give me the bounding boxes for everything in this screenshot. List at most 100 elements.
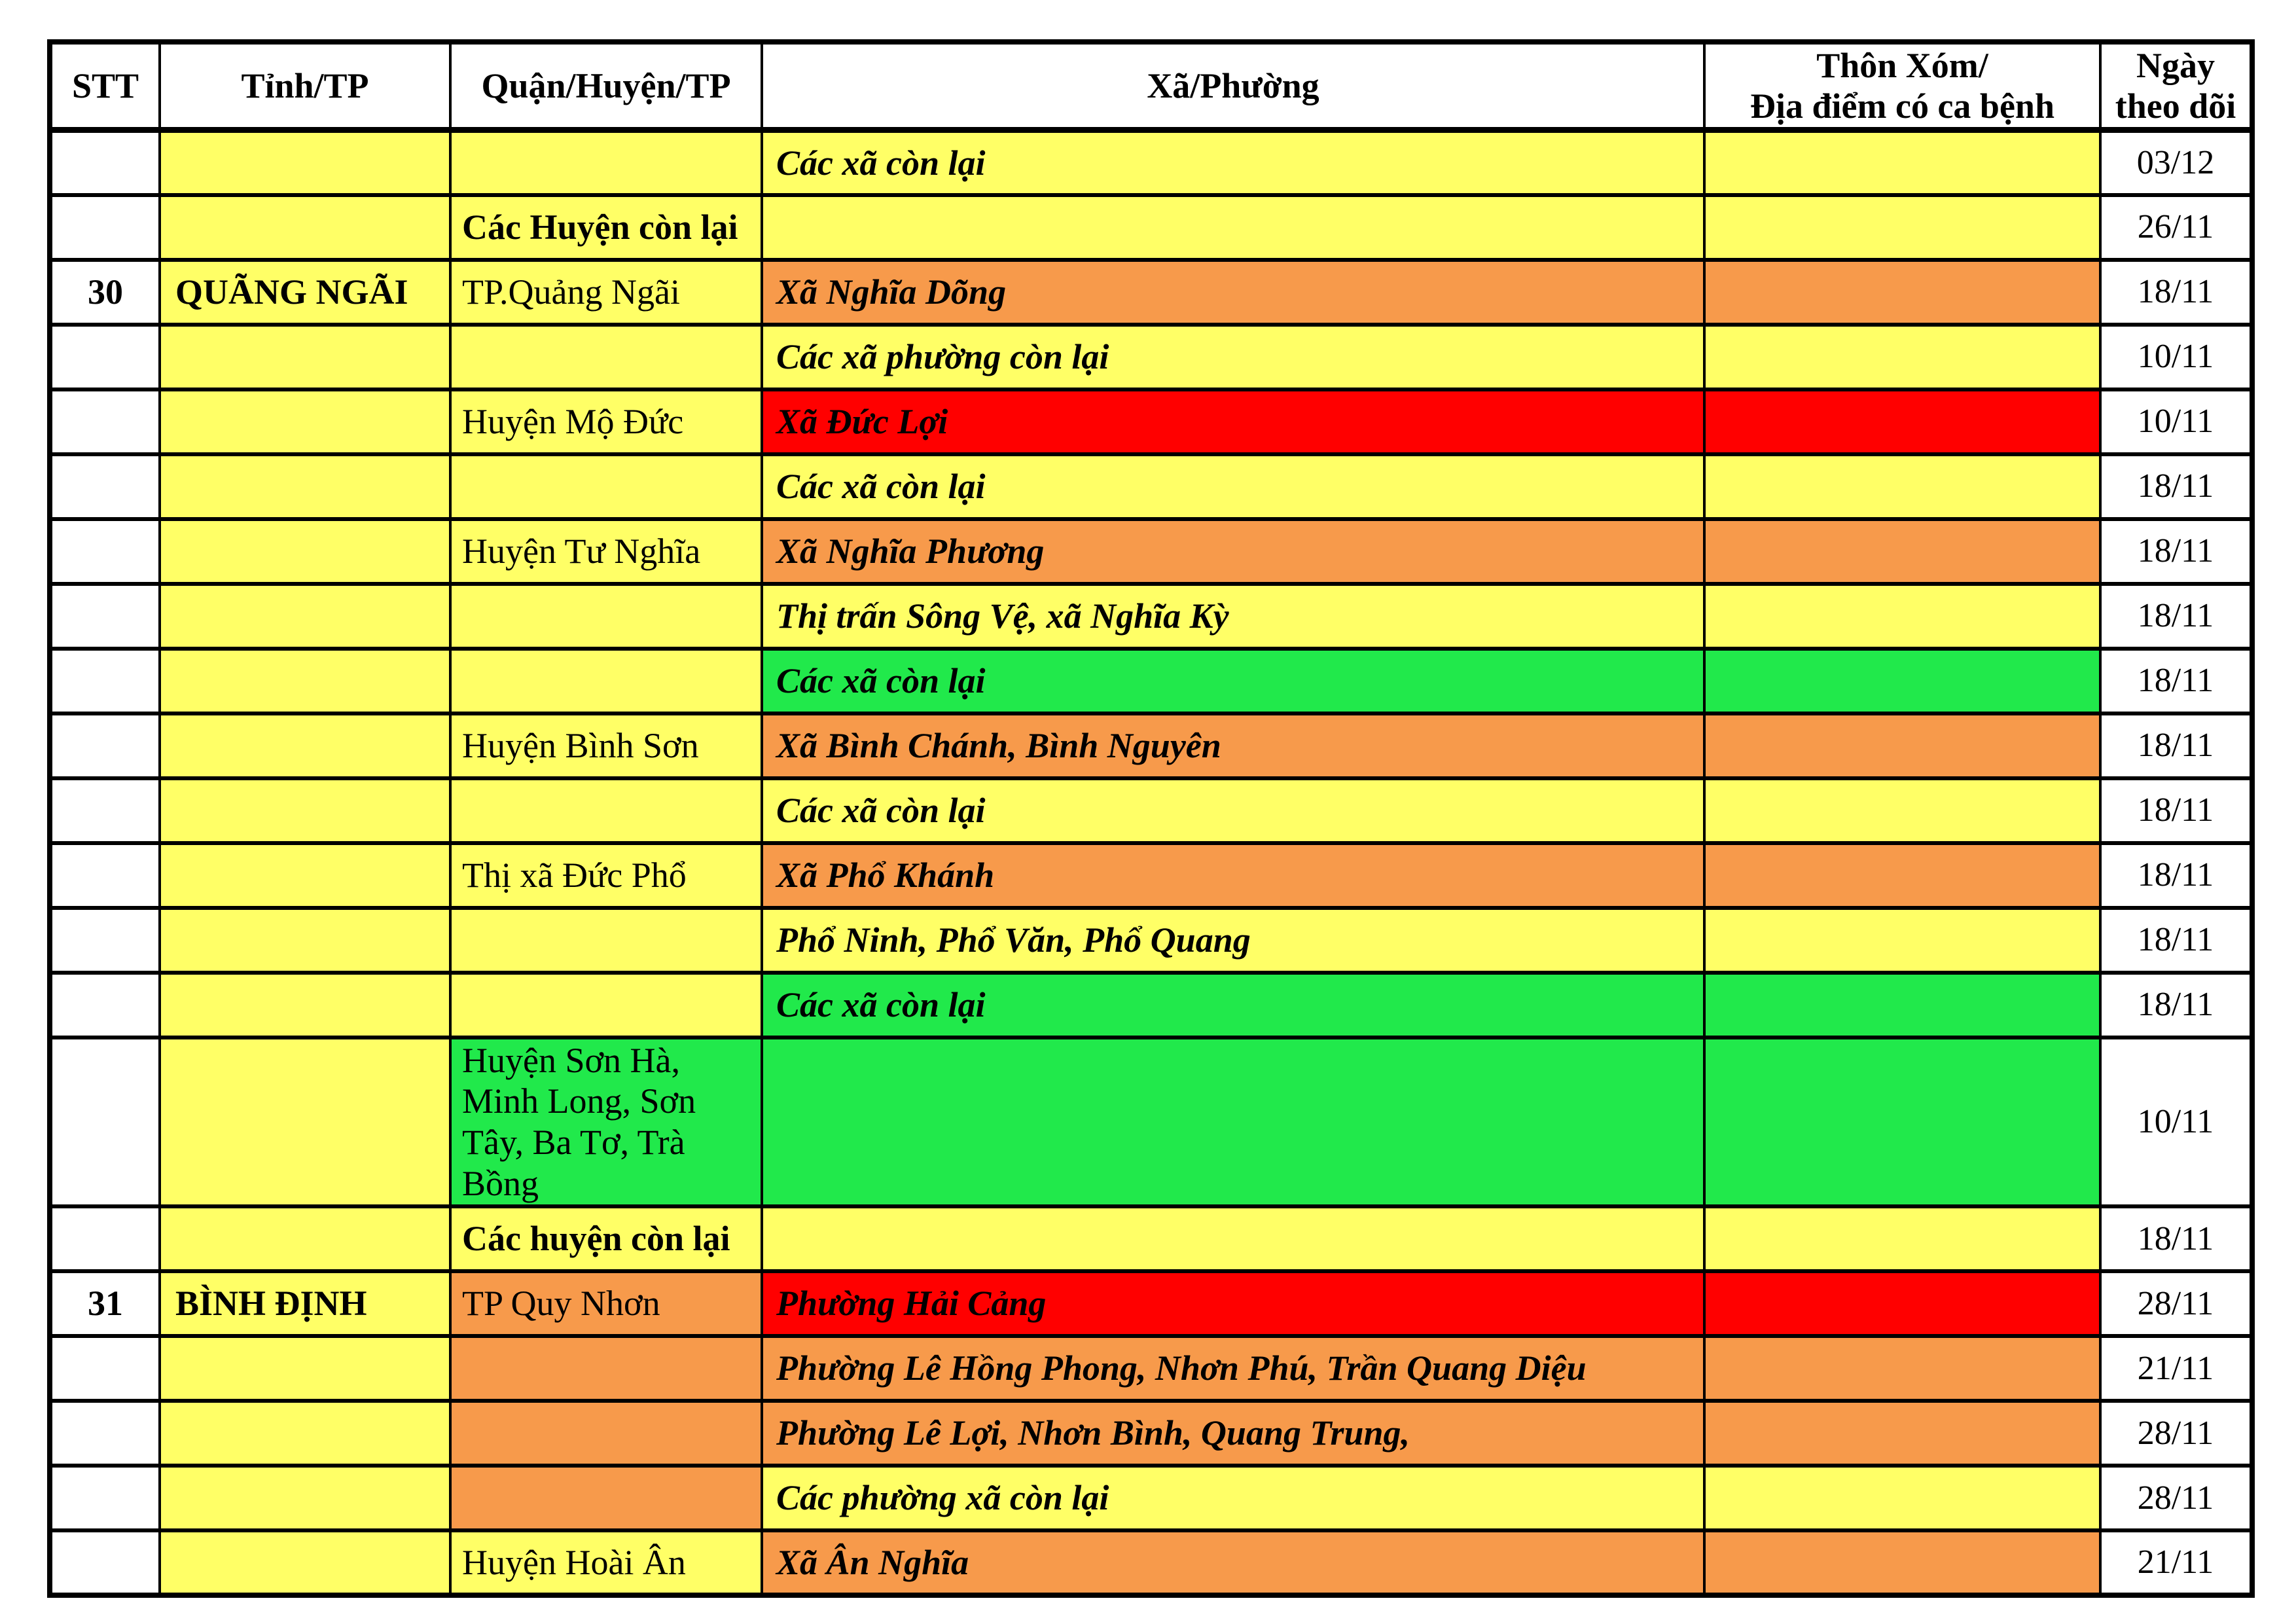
date-cell: 28/11 (2099, 1464, 2253, 1533)
ward-cell: Xã Nghĩa Dõng (761, 257, 1706, 327)
district-cell (449, 905, 763, 975)
table-row: Thị trấn Sông Vệ, xã Nghĩa Kỳ 18/11 (48, 581, 2253, 651)
hamlet-cell (1703, 840, 2102, 910)
table-row: Huyện Tư Nghĩa Xã Nghĩa Phương 18/11 (48, 516, 2253, 586)
table-row: Các phường xã còn lại 28/11 (48, 1464, 2253, 1533)
header-date: Ngày theo dõi (2099, 40, 2253, 134)
province-cell (158, 1204, 452, 1274)
district-cell (449, 1399, 763, 1468)
date-cell: 18/11 (2099, 970, 2253, 1039)
district-cell (449, 322, 763, 391)
province-cell (158, 970, 452, 1039)
stt-cell: 31 (48, 1269, 161, 1339)
table-row: Các huyện còn lại 18/11 (48, 1204, 2253, 1274)
stt-cell (48, 1334, 161, 1403)
table-row: Phường Lê Hồng Phong, Nhơn Phú, Trần Qua… (48, 1334, 2253, 1403)
province-cell: QUÃNG NGÃI (158, 257, 452, 327)
date-cell: 26/11 (2099, 192, 2253, 262)
table-row: Các xã còn lại 18/11 (48, 646, 2253, 715)
ward-cell: Xã Bình Chánh, Bình Nguyên (761, 711, 1706, 780)
table-row: Thị xã Đức Phổ Xã Phổ Khánh 18/11 (48, 840, 2253, 910)
date-cell: 18/11 (2099, 776, 2253, 845)
hamlet-cell (1703, 711, 2102, 780)
hamlet-cell (1703, 1204, 2102, 1274)
stt-cell (48, 387, 161, 456)
district-cell (449, 581, 763, 651)
province-cell (158, 387, 452, 456)
date-cell: 18/11 (2099, 646, 2253, 715)
province-cell (158, 516, 452, 586)
ward-cell: Các xã phường còn lại (761, 322, 1706, 391)
district-cell: Các Huyện còn lại (449, 192, 763, 262)
district-cell: Huyện Sơn Hà, Minh Long, Sơn Tây, Ba Tơ,… (449, 1035, 763, 1209)
district-cell: Thị xã Đức Phổ (449, 840, 763, 910)
stt-cell (48, 840, 161, 910)
hamlet-cell (1703, 516, 2102, 586)
date-cell: 18/11 (2099, 452, 2253, 521)
header-hamlet-line2: Địa điểm có ca bệnh (1750, 86, 2054, 126)
ward-cell: Phường Hải Cảng (761, 1269, 1706, 1339)
header-province: Tỉnh/TP (158, 40, 452, 134)
province-cell (158, 452, 452, 521)
province-cell (158, 192, 452, 262)
date-cell: 28/11 (2099, 1399, 2253, 1468)
stt-cell (48, 711, 161, 780)
ward-cell: Phường Lê Hồng Phong, Nhơn Phú, Trần Qua… (761, 1334, 1706, 1403)
district-cell: Huyện Mộ Đức (449, 387, 763, 456)
hamlet-cell (1703, 1399, 2102, 1468)
province-cell (158, 646, 452, 715)
province-cell (158, 840, 452, 910)
table-row: Phổ Ninh, Phổ Văn, Phổ Quang 18/11 (48, 905, 2253, 975)
hamlet-cell (1703, 128, 2102, 197)
hamlet-cell (1703, 387, 2102, 456)
header-district: Quận/Huyện/TP (449, 40, 763, 134)
stt-cell: 30 (48, 257, 161, 327)
header-date-line1: Ngày (2136, 46, 2215, 85)
date-cell: 10/11 (2099, 387, 2253, 456)
province-cell (158, 1334, 452, 1403)
district-cell (449, 1334, 763, 1403)
table-row: Các xã còn lại 03/12 (48, 128, 2253, 197)
stt-cell (48, 128, 161, 197)
hamlet-cell (1703, 581, 2102, 651)
province-cell (158, 1528, 452, 1598)
province-cell (158, 905, 452, 975)
table-body: Các xã còn lại 03/12 Các Huyện còn lại 26/1… (48, 128, 2253, 1598)
date-cell: 18/11 (2099, 905, 2253, 975)
province-cell (158, 1399, 452, 1468)
hamlet-cell (1703, 1334, 2102, 1403)
date-cell: 10/11 (2099, 322, 2253, 391)
stt-cell (48, 1204, 161, 1274)
stt-cell (48, 776, 161, 845)
date-cell: 10/11 (2099, 1035, 2253, 1209)
table-row: Các xã còn lại 18/11 (48, 452, 2253, 521)
stt-cell (48, 1399, 161, 1468)
table-row: 31 BÌNH ĐỊNH TP Quy Nhơn Phường Hải Cảng 28/… (48, 1269, 2253, 1339)
date-cell: 18/11 (2099, 581, 2253, 651)
date-cell: 18/11 (2099, 1204, 2253, 1274)
date-cell: 18/11 (2099, 516, 2253, 586)
date-cell: 18/11 (2099, 840, 2253, 910)
stt-cell (48, 646, 161, 715)
hamlet-cell (1703, 322, 2102, 391)
province-cell (158, 776, 452, 845)
stt-cell (48, 322, 161, 391)
stt-cell (48, 1464, 161, 1533)
district-cell (449, 452, 763, 521)
date-cell: 21/11 (2099, 1528, 2253, 1598)
table-row: Các xã còn lại 18/11 (48, 970, 2253, 1039)
ward-cell: Các xã còn lại (761, 646, 1706, 715)
district-cell (449, 1464, 763, 1533)
ward-cell (761, 192, 1706, 262)
ward-cell (761, 1035, 1706, 1209)
ward-cell: Thị trấn Sông Vệ, xã Nghĩa Kỳ (761, 581, 1706, 651)
district-cell (449, 970, 763, 1039)
table-row: Huyện Mộ Đức Xã Đức Lợi 10/11 (48, 387, 2253, 456)
district-cell: Huyện Bình Sơn (449, 711, 763, 780)
stt-cell (48, 1528, 161, 1598)
province-cell: BÌNH ĐỊNH (158, 1269, 452, 1339)
date-cell: 28/11 (2099, 1269, 2253, 1339)
header-row: STT Tỉnh/TP Quận/Huyện/TP Xã/Phường Thôn… (48, 40, 2253, 134)
ward-cell: Xã Nghĩa Phương (761, 516, 1706, 586)
